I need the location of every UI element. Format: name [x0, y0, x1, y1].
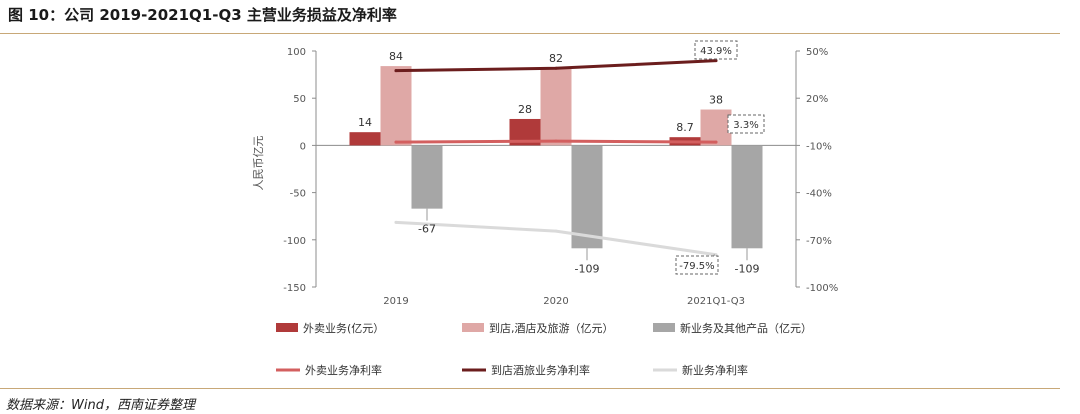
bar-3-2019 — [411, 145, 443, 209]
line-series-3 — [394, 220, 718, 257]
y-tick-label: 100 — [287, 47, 306, 58]
bar-3-2021Q1-Q3 — [731, 145, 763, 249]
line-point-2-2020 — [554, 66, 558, 70]
bar-2-2019 — [380, 66, 412, 146]
line-point-3-2020 — [554, 229, 558, 233]
annotation-label: 43.9% — [700, 46, 732, 57]
x-tick-label: 2021Q1-Q3 — [687, 296, 745, 307]
line-point-3-2021Q1-Q3 — [714, 253, 718, 257]
x-tick-label: 2020 — [543, 296, 568, 307]
bar-value-label: 28 — [518, 103, 532, 116]
line-point-2-2019 — [394, 69, 398, 73]
legend-label: 新业务及其他产品（亿元） — [680, 321, 812, 335]
y2-tick-label: -40% — [806, 189, 832, 200]
y2-tick-label: 20% — [806, 94, 828, 105]
annotation-box — [694, 40, 738, 60]
bar-2-2021Q1-Q3 — [700, 109, 732, 146]
chart-legend: 外卖业务(亿元） 到店,酒店及旅游（亿元） 新业务及其他产品（亿元） 外卖业务净利率 到… — [276, 321, 812, 377]
legend-label: 到店酒旅业务净利率 — [491, 363, 590, 377]
annotation-leader — [711, 254, 716, 257]
line-marks — [394, 59, 718, 257]
figure-title: 图 10：公司 2019-2021Q1-Q3 主营业务损益及净利率 — [8, 6, 397, 24]
bar-value-label: -109 — [575, 262, 600, 275]
bar-marks — [349, 66, 763, 249]
legend-swatch-bar — [462, 323, 484, 332]
bar-value-label: 82 — [549, 52, 563, 65]
y2-tick-label: -100% — [806, 283, 838, 294]
y-tick-label: 50 — [293, 94, 306, 105]
legend-label: 外卖业务(亿元） — [303, 322, 384, 335]
y-tick-label: 0 — [300, 141, 306, 152]
x-tick-label: 2019 — [383, 296, 408, 307]
y-tick-label: -100 — [283, 236, 306, 247]
bar-value-label: 14 — [358, 116, 372, 129]
y-axis-title: 人民币亿元 — [252, 136, 265, 191]
bar-3-2020 — [571, 145, 603, 249]
line-point-3-2019 — [394, 220, 398, 224]
data-labels: 14 28 8.7 84 82 38 -67 -109 -109 43.9% 3.3% -79.5% — [358, 40, 765, 275]
line-point-1-2020 — [554, 139, 558, 143]
legend-swatch-bar — [653, 323, 675, 332]
y-tick-label: -50 — [290, 189, 306, 200]
bar-value-label: 38 — [709, 94, 723, 107]
line-point-2-2021Q1-Q3 — [714, 59, 718, 63]
bar-value-label: 84 — [389, 50, 403, 63]
line-point-1-2019 — [394, 140, 398, 144]
y-tick-label: -150 — [283, 283, 306, 294]
bottom-rule — [0, 388, 1060, 389]
bar-1-2019 — [349, 132, 381, 146]
y2-tick-label: -70% — [806, 236, 832, 247]
y2-tick-label: 50% — [806, 47, 828, 58]
line-point-1-2021Q1-Q3 — [714, 140, 718, 144]
annotation-label: -79.5% — [679, 261, 714, 272]
bar-value-label: 8.7 — [676, 121, 694, 134]
source-note: 数据来源：Wind，西南证券整理 — [6, 398, 195, 413]
legend-swatch-bar — [276, 323, 298, 332]
legend-label: 到店,酒店及旅游（亿元） — [489, 321, 614, 335]
legend-label: 新业务净利率 — [682, 363, 748, 377]
top-rule — [0, 33, 1060, 34]
bar-value-label: -67 — [418, 223, 436, 236]
legend-label: 外卖业务净利率 — [305, 363, 382, 377]
annotation-label: 3.3% — [733, 120, 758, 131]
annotation-box — [675, 255, 719, 275]
y2-tick-label: -10% — [806, 141, 832, 152]
bar-value-label: -109 — [735, 262, 760, 275]
bar-2-2020 — [540, 67, 572, 146]
annotation-box — [727, 114, 765, 134]
